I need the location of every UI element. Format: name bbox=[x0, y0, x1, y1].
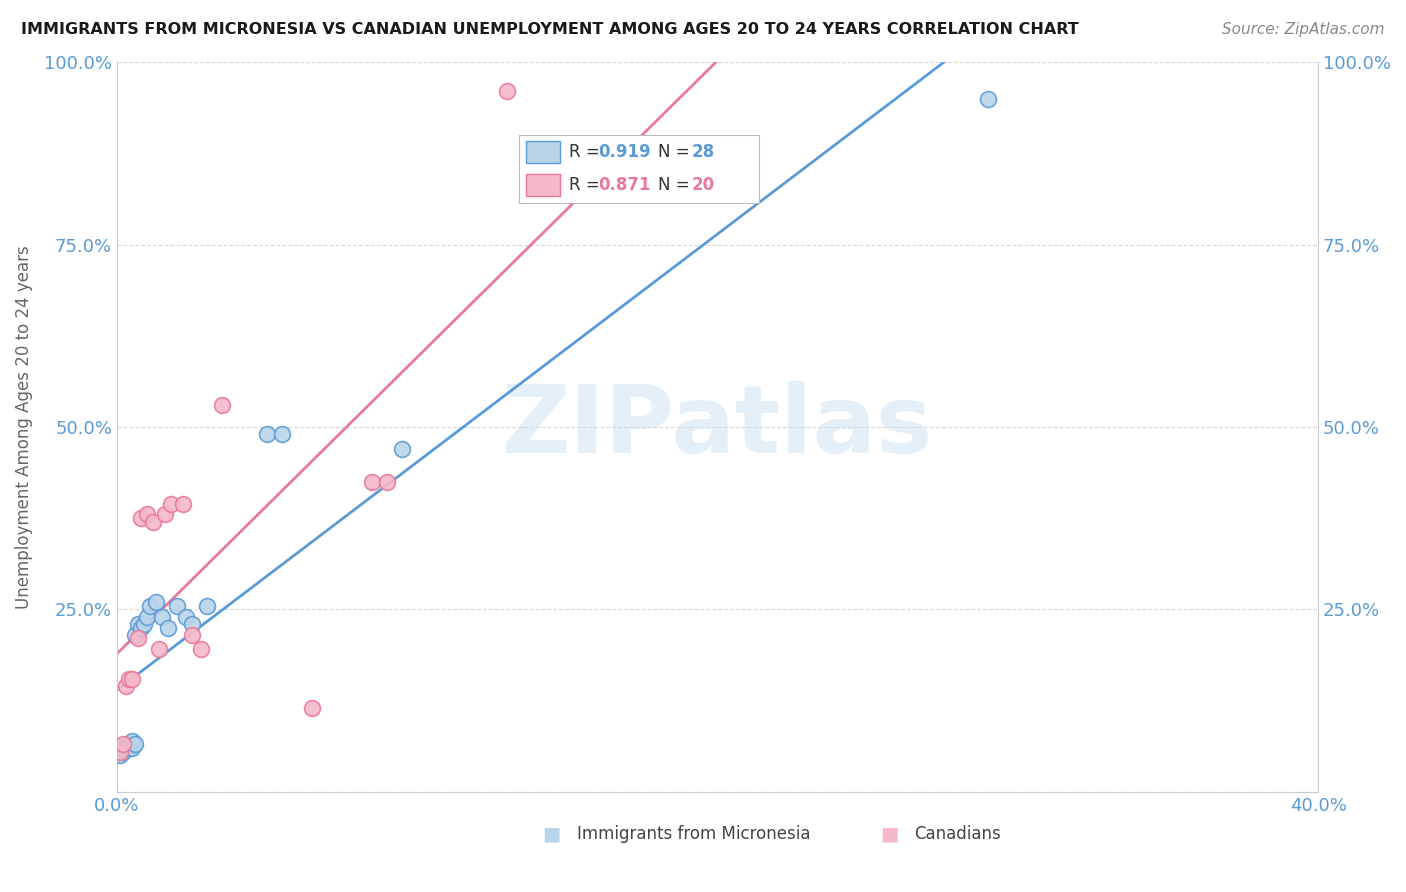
Point bbox=[271, 427, 294, 442]
Point bbox=[195, 599, 218, 613]
Point bbox=[153, 508, 176, 522]
Point bbox=[111, 742, 134, 756]
Point bbox=[211, 398, 233, 412]
Point bbox=[111, 745, 134, 759]
Point bbox=[375, 475, 398, 489]
Point bbox=[127, 632, 149, 646]
Point bbox=[118, 740, 141, 755]
Point bbox=[181, 616, 204, 631]
Text: R =: R = bbox=[569, 177, 606, 194]
Point bbox=[496, 84, 519, 98]
Point bbox=[132, 616, 155, 631]
Point bbox=[181, 628, 204, 642]
Point bbox=[150, 609, 173, 624]
Point bbox=[361, 475, 384, 489]
Text: R =: R = bbox=[569, 144, 606, 161]
Text: Source: ZipAtlas.com: Source: ZipAtlas.com bbox=[1222, 22, 1385, 37]
Point bbox=[129, 621, 152, 635]
Point bbox=[124, 737, 146, 751]
Point bbox=[391, 442, 413, 456]
Point bbox=[160, 496, 183, 510]
Point bbox=[121, 740, 143, 755]
Point bbox=[148, 642, 170, 657]
Y-axis label: Unemployment Among Ages 20 to 24 years: Unemployment Among Ages 20 to 24 years bbox=[15, 245, 32, 609]
Point bbox=[129, 511, 152, 525]
Text: 20: 20 bbox=[692, 177, 714, 194]
Point bbox=[115, 739, 138, 754]
Text: 28: 28 bbox=[692, 144, 714, 161]
Point bbox=[118, 672, 141, 686]
Point bbox=[174, 609, 197, 624]
Point bbox=[166, 599, 188, 613]
Point bbox=[256, 427, 278, 442]
Point bbox=[127, 616, 149, 631]
Point bbox=[145, 595, 167, 609]
Text: Canadians: Canadians bbox=[914, 825, 1001, 843]
Text: ■: ■ bbox=[880, 824, 898, 844]
FancyBboxPatch shape bbox=[526, 141, 560, 163]
Text: ■: ■ bbox=[543, 824, 561, 844]
Text: ZIPatlas: ZIPatlas bbox=[502, 381, 934, 473]
Text: Immigrants from Micronesia: Immigrants from Micronesia bbox=[578, 825, 811, 843]
Point bbox=[136, 609, 159, 624]
Text: IMMIGRANTS FROM MICRONESIA VS CANADIAN UNEMPLOYMENT AMONG AGES 20 TO 24 YEARS CO: IMMIGRANTS FROM MICRONESIA VS CANADIAN U… bbox=[21, 22, 1078, 37]
Point bbox=[108, 748, 131, 763]
Point bbox=[108, 745, 131, 759]
Point bbox=[977, 92, 1000, 106]
FancyBboxPatch shape bbox=[526, 174, 560, 196]
Point bbox=[121, 672, 143, 686]
Text: 0.871: 0.871 bbox=[598, 177, 651, 194]
Point bbox=[139, 599, 162, 613]
Text: 0.919: 0.919 bbox=[598, 144, 651, 161]
Point bbox=[301, 700, 323, 714]
Point bbox=[124, 628, 146, 642]
Point bbox=[172, 496, 194, 510]
Text: N =: N = bbox=[658, 177, 695, 194]
Point bbox=[136, 508, 159, 522]
Point bbox=[115, 740, 138, 755]
Point bbox=[118, 737, 141, 751]
Point bbox=[190, 642, 212, 657]
Point bbox=[115, 679, 138, 693]
Point bbox=[118, 739, 141, 754]
Point bbox=[157, 621, 180, 635]
Point bbox=[121, 733, 143, 747]
Text: N =: N = bbox=[658, 144, 695, 161]
Point bbox=[142, 515, 165, 529]
Point bbox=[111, 737, 134, 751]
